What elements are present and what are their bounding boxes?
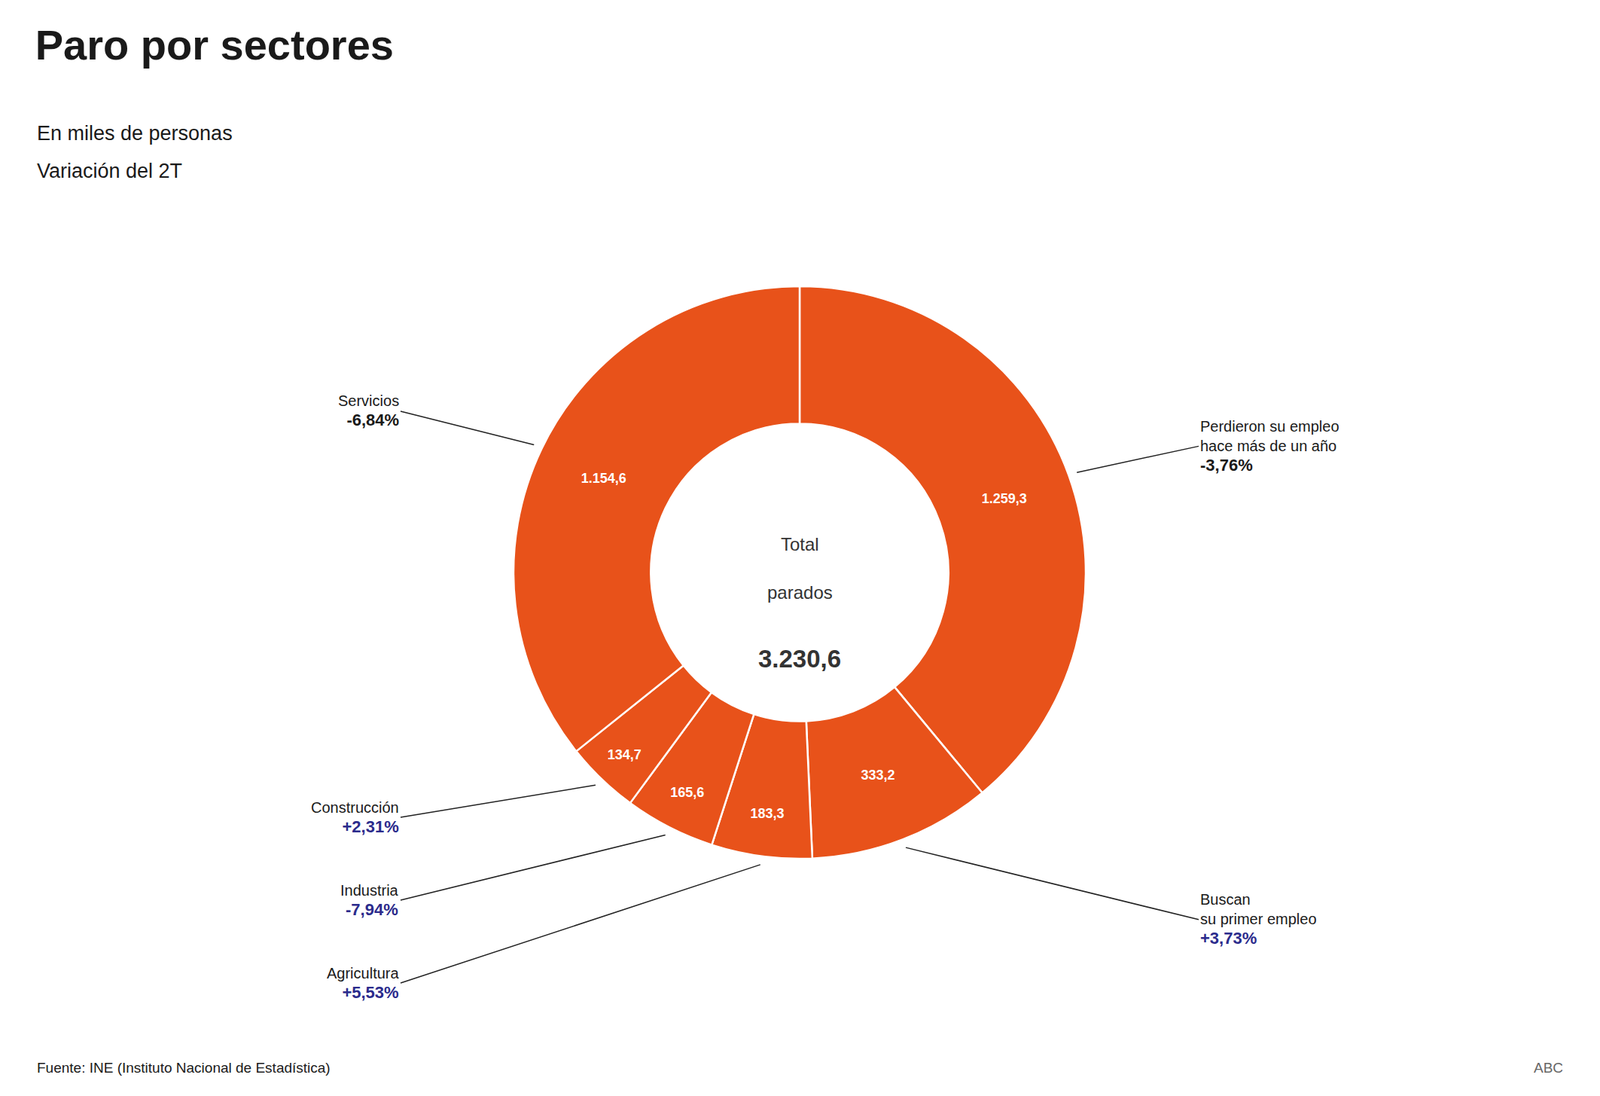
svg-text:183,3: 183,3: [749, 805, 784, 821]
svg-text:parados: parados: [767, 582, 833, 603]
svg-text:Servicios-6,84%: Servicios-6,84%: [338, 392, 400, 430]
svg-text:3.230,6: 3.230,6: [758, 644, 842, 673]
svg-text:165,6: 165,6: [670, 784, 704, 800]
svg-text:Total: Total: [780, 533, 820, 555]
svg-text:ABC: ABC: [1533, 1059, 1564, 1076]
svg-text:333,2: 333,2: [860, 767, 895, 783]
svg-text:134,7: 134,7: [607, 746, 642, 762]
svg-text:Fuente: INE (Instituto Naciona: Fuente: INE (Instituto Nacional de Estad…: [36, 1059, 331, 1076]
svg-text:Variación del 2T: Variación del 2T: [36, 159, 183, 183]
svg-text:Construcción+2,31%: Construcción+2,31%: [310, 798, 400, 836]
svg-text:Industria-7,94%: Industria-7,94%: [340, 881, 400, 919]
svg-text:En miles de personas: En miles de personas: [36, 121, 233, 145]
svg-text:Buscansu primer empleo+3,73%: Buscansu primer empleo+3,73%: [1200, 890, 1317, 948]
svg-text:1.154,6: 1.154,6: [581, 470, 627, 486]
svg-text:1.259,3: 1.259,3: [981, 490, 1028, 506]
svg-text:Perdieron su empleohace más de: Perdieron su empleohace más de un año-3,…: [1200, 417, 1340, 475]
svg-text:Agricultura+5,53%: Agricultura+5,53%: [326, 964, 400, 1002]
svg-text:Paro por sectores: Paro por sectores: [35, 21, 394, 69]
